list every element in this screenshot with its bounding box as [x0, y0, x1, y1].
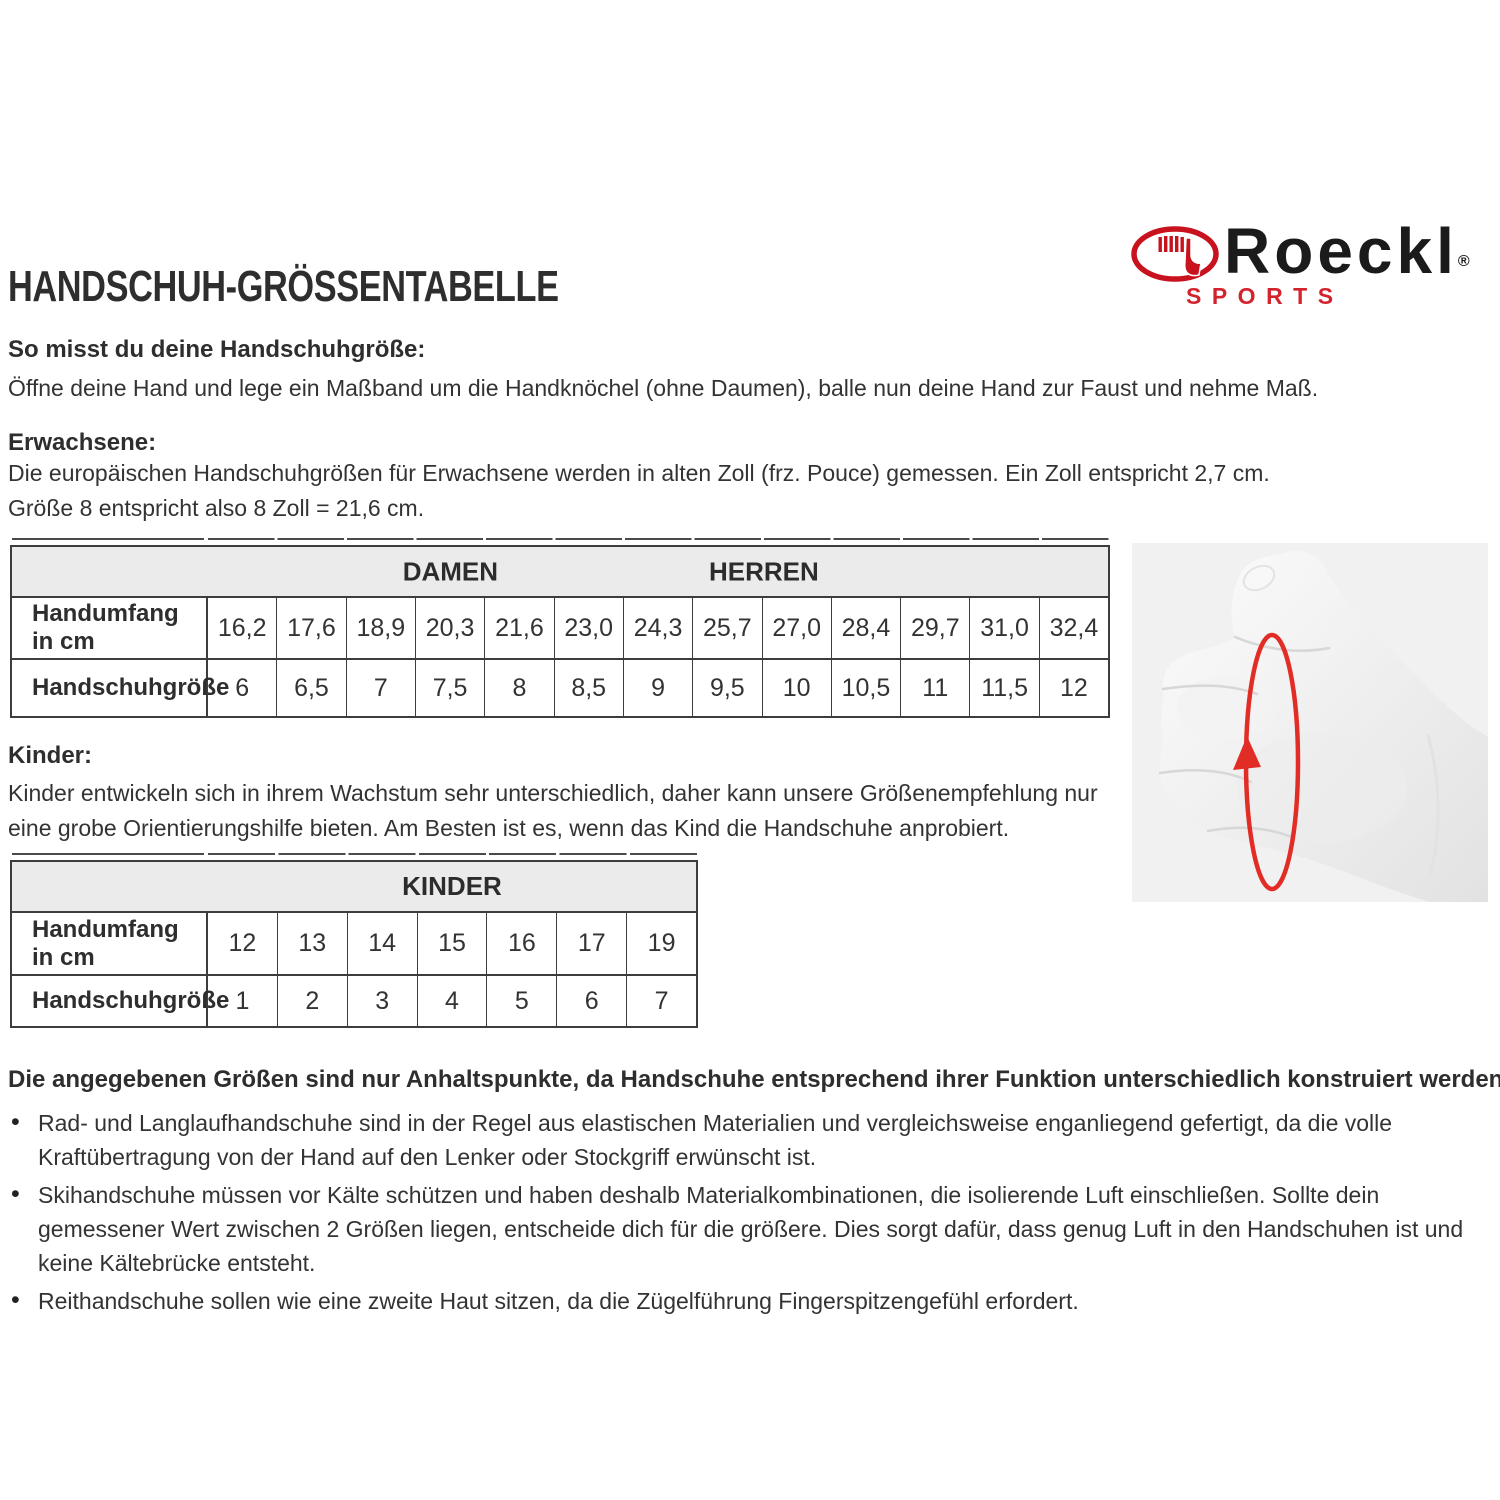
adult-circumference-row: Handumfang in cm 16,2 17,6 18,9 20,3 21,6 23,… [12, 598, 1108, 658]
circumference-value-cell: 23,0 [553, 598, 623, 658]
glove-size-value-cell: 8,5 [553, 660, 623, 716]
glove-size-value-cell: 6 [235, 673, 250, 702]
brand-subtitle: SPORTS [1186, 283, 1344, 309]
circumference-value-cell: 20,3 [414, 598, 484, 658]
table-top-dashes [10, 538, 1110, 540]
group-label-herren: HERREN [708, 556, 819, 586]
circumference-value-cell: 16 [486, 913, 556, 974]
hand-circumference-illustration [1132, 543, 1488, 902]
circumference-value-cell: 31,0 [969, 598, 1038, 658]
kids-circumference-row: Handumfang in cm 12 13 14 15 16 17 19 [12, 913, 696, 974]
circumference-value-cell: 32,4 [1038, 598, 1108, 658]
hand-measurement-figure [1132, 543, 1488, 902]
circumference-value-cell: 18,9 [345, 598, 415, 658]
glove-size-value-cell: 4 [416, 976, 487, 1026]
circumference-value-cell: 19 [626, 913, 696, 974]
glove-size-value-cell: 6,5 [276, 660, 345, 716]
adults-text-line2: Größe 8 entspricht also 8 Zoll = 21,6 cm… [8, 495, 425, 521]
circumference-value-cell: 21,6 [484, 598, 553, 658]
glove-size-value-cell: 7 [626, 976, 696, 1026]
note-bullet-item: Rad- und Langlaufhandschuhe sind in der … [8, 1105, 1498, 1174]
circumference-value-cell: 17 [556, 913, 626, 974]
circumference-value-cell: 17,6 [276, 598, 345, 658]
circumference-value-cell: 16,2 [217, 613, 267, 642]
adult-size-table: DAMEN HERREN Handumfang in cm 16,2 17,6 18… [10, 538, 1110, 718]
glove-size-value-cell: 1 [235, 986, 250, 1015]
glove-size-value-cell: 10 [761, 660, 831, 716]
glove-size-value-cell: 11,5 [969, 660, 1038, 716]
kids-size-table: KINDER Handumfang in cm 12 13 14 15 16 17 19 H… [10, 853, 698, 1028]
circumference-value-cell: 15 [416, 913, 487, 974]
circumference-value-cell: 29,7 [900, 598, 969, 658]
measure-instructions-heading: So misst du deine Handschuhgröße: [8, 336, 426, 363]
adults-text-line1: Die europäischen Handschuhgrößen für Erw… [8, 460, 1270, 486]
glove-size-value-cell: 10,5 [830, 660, 900, 716]
glove-size-value-cell: 5 [486, 976, 556, 1026]
glove-size-value-cell: 2 [276, 976, 347, 1026]
circumference-value-cell: 14 [346, 913, 417, 974]
row-label-glove-size: Handschuhgröße [12, 976, 229, 1026]
note-bullet-item: Skihandschuhe müssen vor Kälte schützen … [8, 1177, 1498, 1280]
notes-bullet-list: Rad- und Langlaufhandschuhe sind in der … [8, 1105, 1498, 1322]
circumference-value-cell: 12 [228, 929, 257, 957]
row-label-circumference: Handumfang in cm [12, 598, 208, 658]
group-label-kinder: KINDER [402, 871, 502, 901]
circumference-value-cell: 13 [276, 913, 347, 974]
glove-size-value-cell: 9 [622, 660, 692, 716]
glove-size-value-cell: 12 [1038, 660, 1108, 716]
roeckl-hand-oval-icon [1131, 226, 1219, 282]
adult-glove-size-row: Handschuhgröße 6 6,5 7 7,5 8 8,5 9 9,5 10 10,5 11 1… [12, 658, 1108, 716]
circumference-value-cell: 27,0 [761, 598, 831, 658]
roeckl-logo: Roeckl® SPORTS [1130, 218, 1495, 310]
brand-wordmark: Roeckl® [1224, 219, 1470, 294]
measure-instructions-text: Öffne deine Hand und lege ein Maßband um… [8, 375, 1319, 401]
page-title: HANDSCHUH-GRÖSSENTABELLE [8, 262, 559, 311]
glove-size-value-cell: 9,5 [692, 660, 761, 716]
kids-text: Kinder entwickeln sich in ihrem Wachstum… [8, 780, 1098, 841]
brand-name: Roeckl [1224, 215, 1458, 287]
glove-size-value-cell: 7 [345, 660, 415, 716]
glove-size-value-cell: 11 [900, 660, 969, 716]
circumference-value-cell: 25,7 [692, 598, 761, 658]
adult-table-group-header: DAMEN HERREN [12, 547, 1108, 598]
glove-size-value-cell: 7,5 [414, 660, 484, 716]
notes-heading: Die angegebenen Größen sind nur Anhaltsp… [8, 1066, 1500, 1093]
glove-size-value-cell: 8 [484, 660, 553, 716]
circumference-value-cell: 28,4 [830, 598, 900, 658]
row-label-circumference: Handumfang in cm [12, 913, 208, 974]
glove-size-value-cell: 6 [556, 976, 626, 1026]
kids-table-group-header: KINDER [12, 862, 696, 913]
measure-arrow-head [1233, 736, 1261, 770]
table-top-dashes [10, 853, 698, 855]
circumference-value-cell: 24,3 [622, 598, 692, 658]
note-bullet-item: Reithandschuhe sollen wie eine zweite Ha… [8, 1283, 1498, 1318]
kids-heading: Kinder: [8, 742, 92, 769]
glove-size-value-cell: 3 [346, 976, 417, 1026]
adults-heading: Erwachsene: [8, 429, 157, 456]
row-label-glove-size: Handschuhgröße [12, 660, 229, 716]
registered-mark: ® [1457, 253, 1470, 270]
group-label-damen: DAMEN [402, 556, 499, 586]
